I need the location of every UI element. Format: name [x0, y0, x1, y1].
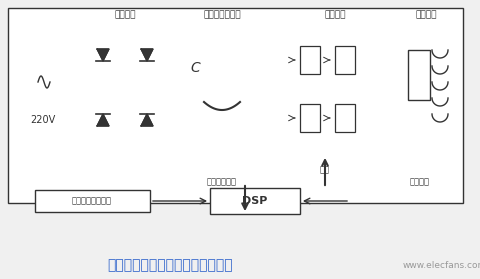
Polygon shape — [97, 114, 109, 126]
Text: 大电容储能滤波: 大电容储能滤波 — [203, 11, 240, 20]
Bar — [8, 8, 462, 203]
Bar — [394, 22, 456, 152]
Text: 不控整流: 不控整流 — [114, 11, 135, 20]
Bar — [275, 22, 394, 152]
Text: 故障检测保护电路: 故障检测保护电路 — [72, 196, 112, 206]
Text: C: C — [190, 61, 200, 75]
Text: 电压电流检测: 电压电流检测 — [206, 177, 237, 186]
Bar — [300, 46, 319, 74]
Bar — [80, 22, 169, 152]
Text: 谐振负载: 谐振负载 — [414, 11, 436, 20]
Text: DSP: DSP — [242, 196, 267, 206]
Bar — [300, 104, 319, 132]
Bar — [210, 188, 300, 214]
Polygon shape — [141, 114, 153, 126]
Bar — [334, 104, 354, 132]
Bar — [35, 190, 150, 212]
Text: 驱动: 驱动 — [319, 165, 329, 174]
Text: 220V: 220V — [30, 115, 55, 125]
Bar — [334, 46, 354, 74]
Text: 图为传统的感应加热电源电路结构: 图为传统的感应加热电源电路结构 — [107, 258, 232, 272]
Text: 负载检测: 负载检测 — [409, 177, 429, 186]
Text: www.elecfans.com: www.elecfans.com — [402, 261, 480, 270]
Bar — [10, 20, 459, 195]
Bar — [169, 22, 275, 152]
Polygon shape — [97, 49, 109, 61]
Polygon shape — [141, 49, 153, 61]
Bar — [407, 50, 429, 100]
Text: 逆变电路: 逆变电路 — [324, 11, 345, 20]
